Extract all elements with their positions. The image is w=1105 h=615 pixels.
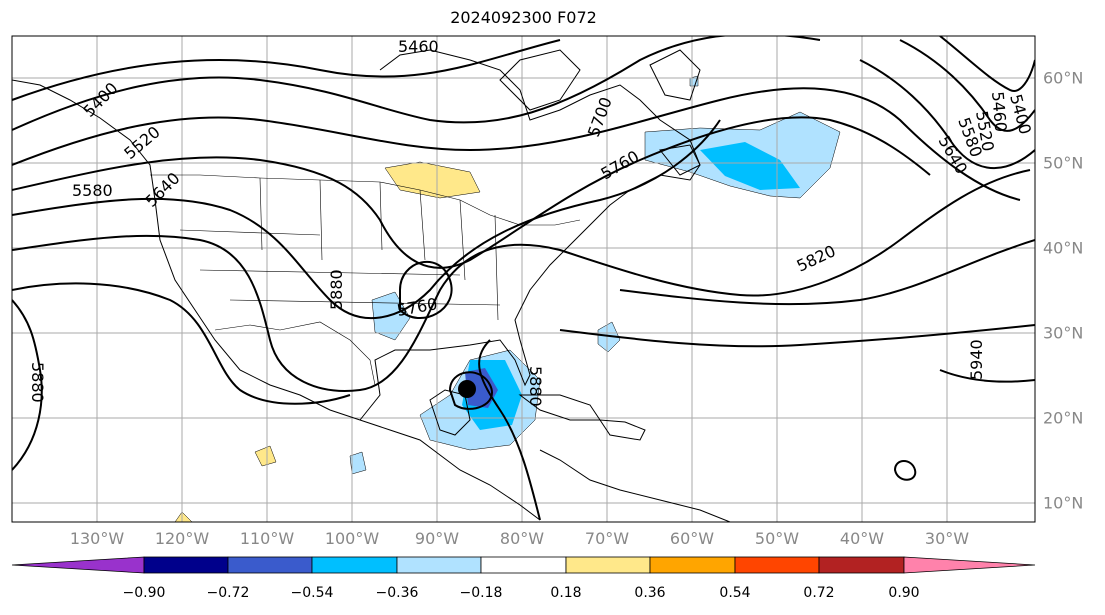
lon-label: 70°W	[584, 529, 630, 548]
map-title: 2024092300 F072	[450, 8, 597, 27]
lat-label: 50°N	[1043, 153, 1084, 173]
lon-label: 130°W	[69, 529, 125, 548]
lat-label: 60°N	[1043, 68, 1084, 88]
contour-label: 5880	[28, 362, 47, 403]
lon-label: 90°W	[414, 529, 460, 548]
colorbar-tick-label: 0.90	[888, 585, 920, 601]
contour-label: 5460	[988, 91, 1010, 133]
contour-label: 5580	[72, 181, 113, 200]
colorbar-tick-label: −0.54	[290, 585, 334, 601]
colorbar-segment	[649, 556, 736, 574]
lon-label: 120°W	[154, 529, 210, 548]
contour-label: 5880	[327, 269, 346, 310]
contour-label: 5880	[526, 366, 545, 407]
lon-label: 110°W	[239, 529, 295, 548]
lat-label: 20°N	[1043, 408, 1084, 428]
colorbar-segment	[227, 556, 313, 574]
lat-label: 10°N	[1043, 493, 1084, 513]
colorbar-tick-label: −0.90	[122, 585, 166, 601]
contour-label: 5700	[584, 95, 616, 140]
colorbar-segment	[311, 556, 398, 574]
lon-label: 80°W	[499, 529, 545, 548]
lon-label: 30°W	[924, 529, 970, 548]
contour-label: 5940	[967, 339, 986, 380]
colorbar-segment	[734, 556, 820, 574]
colorbar	[11, 556, 1036, 574]
colorbar-tick-label: 0.18	[550, 585, 582, 601]
colorbar-segment	[903, 556, 1036, 574]
map-frame	[11, 35, 1036, 523]
colorbar-segment	[143, 556, 229, 574]
lat-label: 30°N	[1043, 323, 1084, 343]
colorbar-segment	[480, 556, 567, 574]
contour-label: 5820	[794, 241, 839, 275]
contour-label: 5460	[398, 37, 439, 56]
colorbar-segment	[818, 556, 905, 574]
colorbar-tick-label: 0.72	[803, 585, 835, 601]
anomaly-shading	[174, 75, 841, 522]
lon-label: 60°W	[669, 529, 715, 548]
colorbar-segment	[396, 556, 482, 574]
contour-label-layer: 5460 5400 5520 5580 5640 5700 5760 5880 …	[28, 37, 1035, 407]
lon-label: 100°W	[324, 529, 380, 548]
lat-label: 40°N	[1043, 238, 1084, 258]
colorbar-segment	[11, 556, 145, 574]
contour-label: 5400	[79, 79, 121, 121]
lon-label: 40°W	[839, 529, 885, 548]
colorbar-tick-label: −0.72	[206, 585, 250, 601]
colorbar-tick-label: −0.18	[459, 585, 503, 601]
colorbar-segment	[565, 556, 651, 574]
political-borders	[150, 174, 581, 386]
storm-center-icon	[458, 380, 476, 398]
lon-label: 50°W	[754, 529, 800, 548]
colorbar-tick-label: 0.54	[719, 585, 751, 601]
contour-label: 5760	[598, 147, 643, 184]
height-contours	[12, 36, 1035, 521]
colorbar-tick-label: 0.36	[634, 585, 666, 601]
graticule	[12, 36, 1035, 522]
colorbar-tick-label: −0.36	[375, 585, 419, 601]
